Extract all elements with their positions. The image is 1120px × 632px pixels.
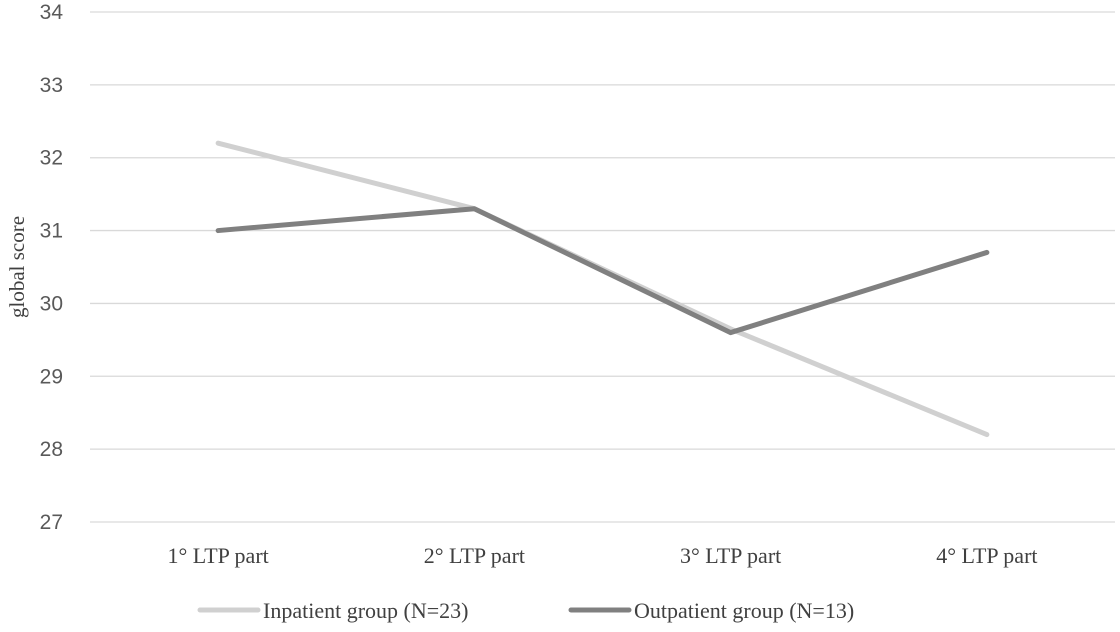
x-tick-label: 3° LTP part: [680, 543, 781, 568]
y-tick-label: 31: [40, 220, 63, 243]
y-tick-label: 34: [40, 1, 64, 24]
y-tick-label: 29: [40, 365, 63, 388]
x-tick-label: 4° LTP part: [936, 543, 1037, 568]
y-axis-ticks: 27 28 29 30 31 32 33 34: [40, 1, 64, 534]
legend-label: Outpatient group (N=13): [634, 598, 854, 623]
series-line-outpatient: [215, 206, 990, 336]
y-tick-label: 32: [40, 147, 63, 170]
x-tick-label: 1° LTP part: [167, 543, 268, 568]
y-tick-label: 33: [40, 74, 63, 97]
series-lines: [215, 140, 990, 438]
legend: Inpatient group (N=23) Outpatient group (…: [197, 598, 854, 623]
legend-label: Inpatient group (N=23): [263, 598, 468, 623]
y-tick-label: 27: [40, 511, 63, 534]
y-tick-label: 30: [40, 292, 63, 315]
x-axis-ticks: 1° LTP part 2° LTP part 3° LTP part 4° LTP …: [167, 543, 1037, 568]
y-axis-label: global score: [5, 216, 29, 318]
x-tick-label: 2° LTP part: [424, 543, 525, 568]
gridlines: [90, 11, 1115, 523]
y-tick-label: 28: [40, 438, 63, 461]
